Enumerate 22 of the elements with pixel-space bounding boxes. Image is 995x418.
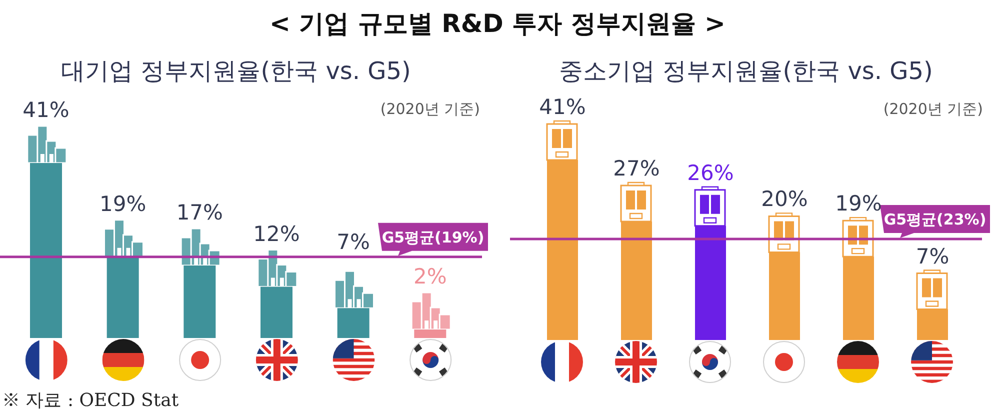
chart-subtitle: (2020년 기준) [380,100,480,118]
ref-line-label: G5평균(23%) [884,210,986,229]
data-label: 2% [414,264,447,288]
ref-line-label: G5평균(19%) [382,228,484,246]
data-label: 20% [761,187,808,212]
data-label: 7% [916,244,950,268]
chart-title: 중소기업 정부지원율(한국 vs. G5) [558,56,934,87]
data-label: 26% [687,160,734,185]
data-label: 19% [835,192,882,216]
data-label: 12% [253,222,300,246]
text: < 기업 규모별 R&D 투자 정부지원율 > [268,8,726,40]
data-label: 41% [539,95,586,119]
chart-subtitle: (2020년 기준) [883,100,983,118]
data-label: 41% [22,98,70,122]
data-label: 27% [613,156,660,180]
bar [414,329,446,338]
data-label: 19% [99,192,146,216]
data-label: 7% [336,230,370,254]
chart-title: 대기업 정부지원율(한국 vs. G5) [60,56,412,87]
text: ※ 자료 : OECD Stat [2,389,179,412]
bar [30,163,62,338]
data-label: 17% [176,200,224,224]
